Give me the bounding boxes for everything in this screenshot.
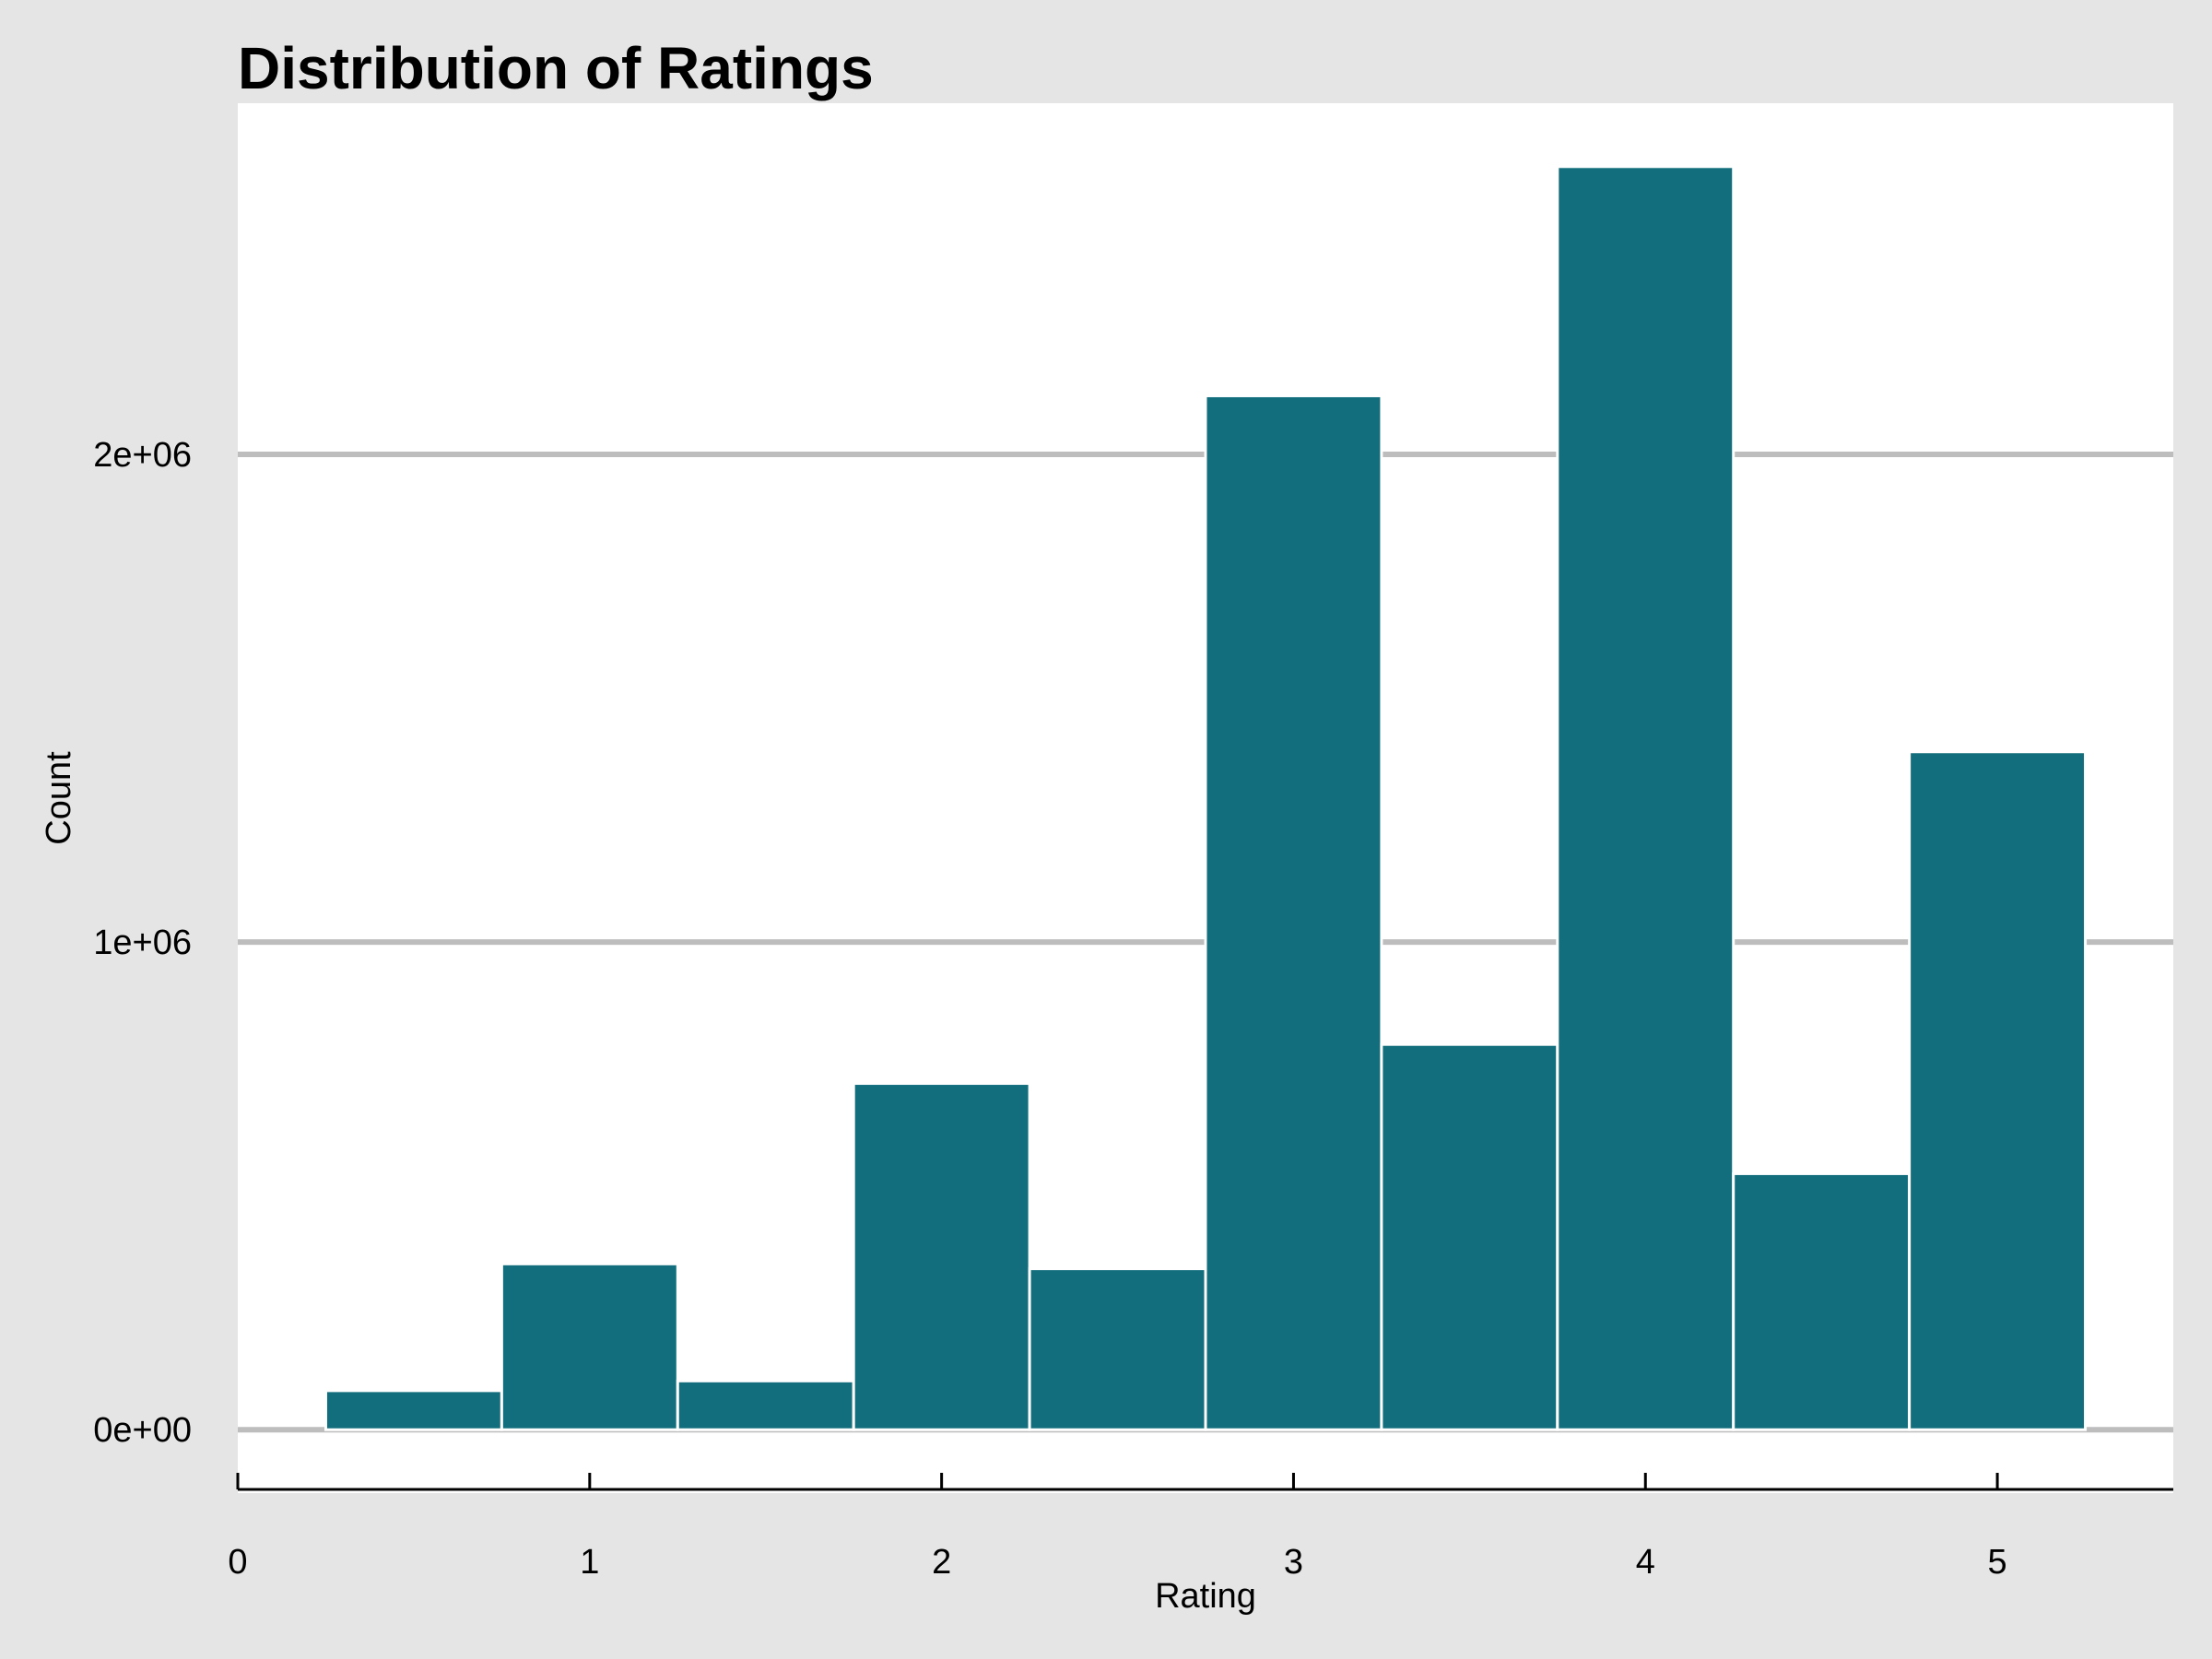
histogram-bar (1732, 1171, 1912, 1431)
histogram-bar (500, 1262, 679, 1431)
y-tick-label: 2e+06 (93, 436, 192, 475)
y-axis: 0e+00 1e+06 2e+06 (93, 436, 192, 1450)
histogram-bar (1028, 1267, 1207, 1431)
y-tick-label: 1e+06 (93, 924, 192, 962)
x-axis-title: Rating (1155, 1577, 1256, 1616)
bars (324, 165, 2088, 1431)
x-tick-label: 5 (1988, 1543, 2007, 1582)
x-tick-label: 2 (932, 1543, 951, 1582)
histogram-bar (1380, 1042, 1559, 1431)
x-tick-label: 1 (580, 1543, 599, 1582)
histogram-bar (852, 1082, 1031, 1431)
histogram-bar (324, 1389, 503, 1431)
y-axis-title: Count (40, 751, 78, 845)
histogram-bar (1908, 750, 2088, 1431)
y-tick-label: 0e+00 (93, 1411, 192, 1450)
x-tick-label: 4 (1636, 1543, 1655, 1582)
x-axis: 0 1 2 3 4 5 (228, 1473, 2173, 1582)
x-tick-label: 0 (228, 1543, 247, 1582)
histogram-bar (676, 1379, 855, 1431)
x-tick-label: 3 (1284, 1543, 1303, 1582)
chart-title: Distribution of Ratings (238, 35, 874, 101)
histogram-bar (1556, 165, 1735, 1431)
histogram-bar (1204, 394, 1383, 1431)
